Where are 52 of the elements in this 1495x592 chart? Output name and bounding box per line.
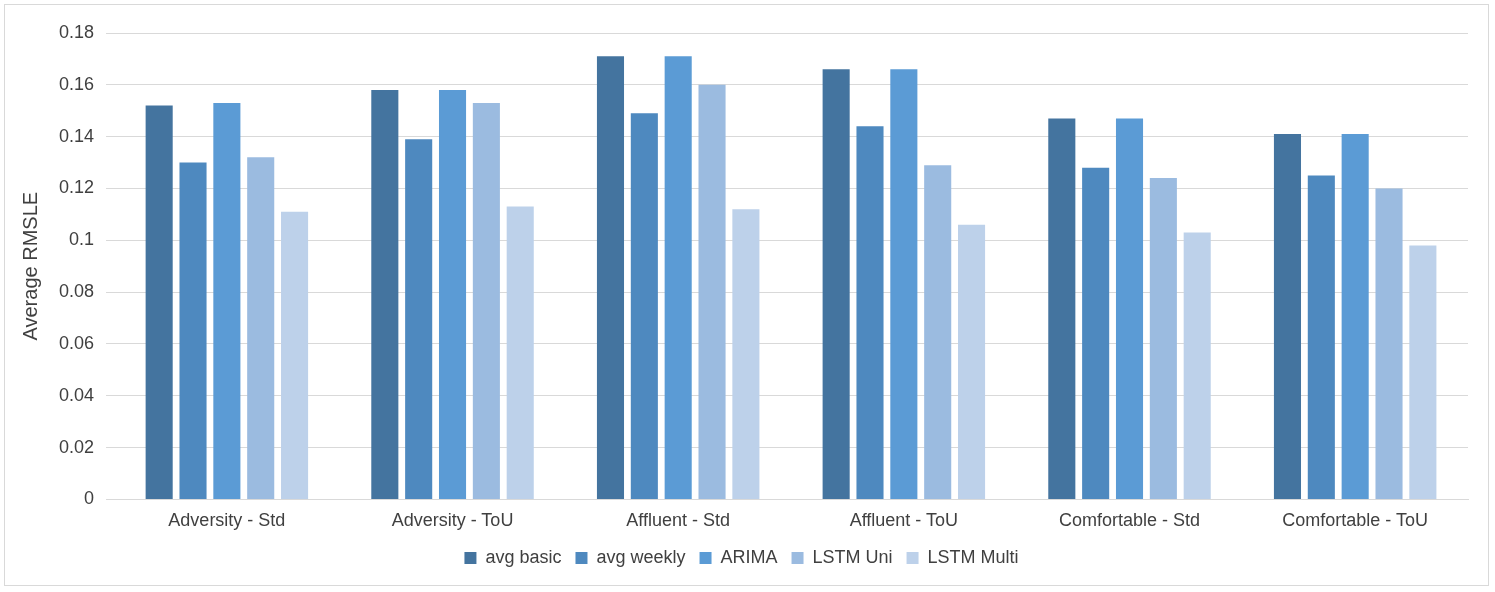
bar	[1115, 118, 1144, 499]
bar	[247, 157, 275, 499]
bar	[1273, 134, 1302, 499]
y-tick-label: 0.1	[69, 229, 95, 250]
bar	[890, 69, 918, 499]
x-tick-label: Adversity - ToU	[391, 510, 514, 531]
legend-label: avg weekly	[596, 546, 686, 567]
bar	[1341, 134, 1369, 499]
bar	[822, 69, 850, 499]
bar	[1048, 118, 1076, 499]
y-tick-label: 0.18	[58, 21, 95, 42]
bar	[664, 56, 692, 499]
x-tick-label: Adversity - Std	[168, 510, 286, 531]
bar	[281, 211, 309, 499]
bar	[1082, 167, 1110, 499]
bar	[596, 56, 625, 499]
legend-label: avg basic	[485, 546, 562, 567]
legend-label: LSTM Multi	[927, 546, 1019, 567]
y-tick-label: 0.02	[58, 436, 95, 457]
bar	[856, 126, 884, 499]
bar	[698, 84, 726, 499]
bar	[630, 113, 658, 499]
bar	[371, 90, 399, 499]
bar	[179, 162, 207, 499]
bar	[1375, 188, 1403, 499]
x-tick-label: Affluent - ToU	[849, 510, 959, 531]
bar	[145, 105, 173, 499]
y-tick-label: 0.04	[58, 384, 95, 405]
bar	[405, 139, 433, 499]
bar	[472, 102, 500, 499]
bar	[1307, 175, 1335, 499]
y-tick-label: 0.08	[58, 281, 95, 302]
x-tick-label: Comfortable - Std	[1058, 510, 1201, 531]
x-tick-label: Affluent - Std	[626, 510, 731, 531]
y-axis-title: Average RMSLE	[18, 191, 41, 341]
y-tick-label: 0.06	[58, 332, 95, 353]
bar	[506, 206, 534, 499]
y-tick-label: 0.12	[58, 177, 95, 198]
legend-label: ARIMA	[720, 546, 778, 567]
bar	[1409, 245, 1437, 499]
y-tick-label: 0.14	[58, 125, 95, 146]
bar	[732, 209, 760, 499]
bar	[1183, 232, 1211, 499]
bar	[1149, 178, 1177, 499]
y-tick-label: 0.16	[58, 73, 95, 94]
bar	[958, 224, 986, 499]
bar	[213, 102, 241, 499]
y-tick-label: 0	[84, 488, 95, 509]
bar	[924, 165, 952, 499]
legend-label: LSTM Uni	[812, 546, 893, 567]
bar	[438, 90, 467, 499]
x-tick-label: Comfortable - ToU	[1282, 510, 1429, 531]
